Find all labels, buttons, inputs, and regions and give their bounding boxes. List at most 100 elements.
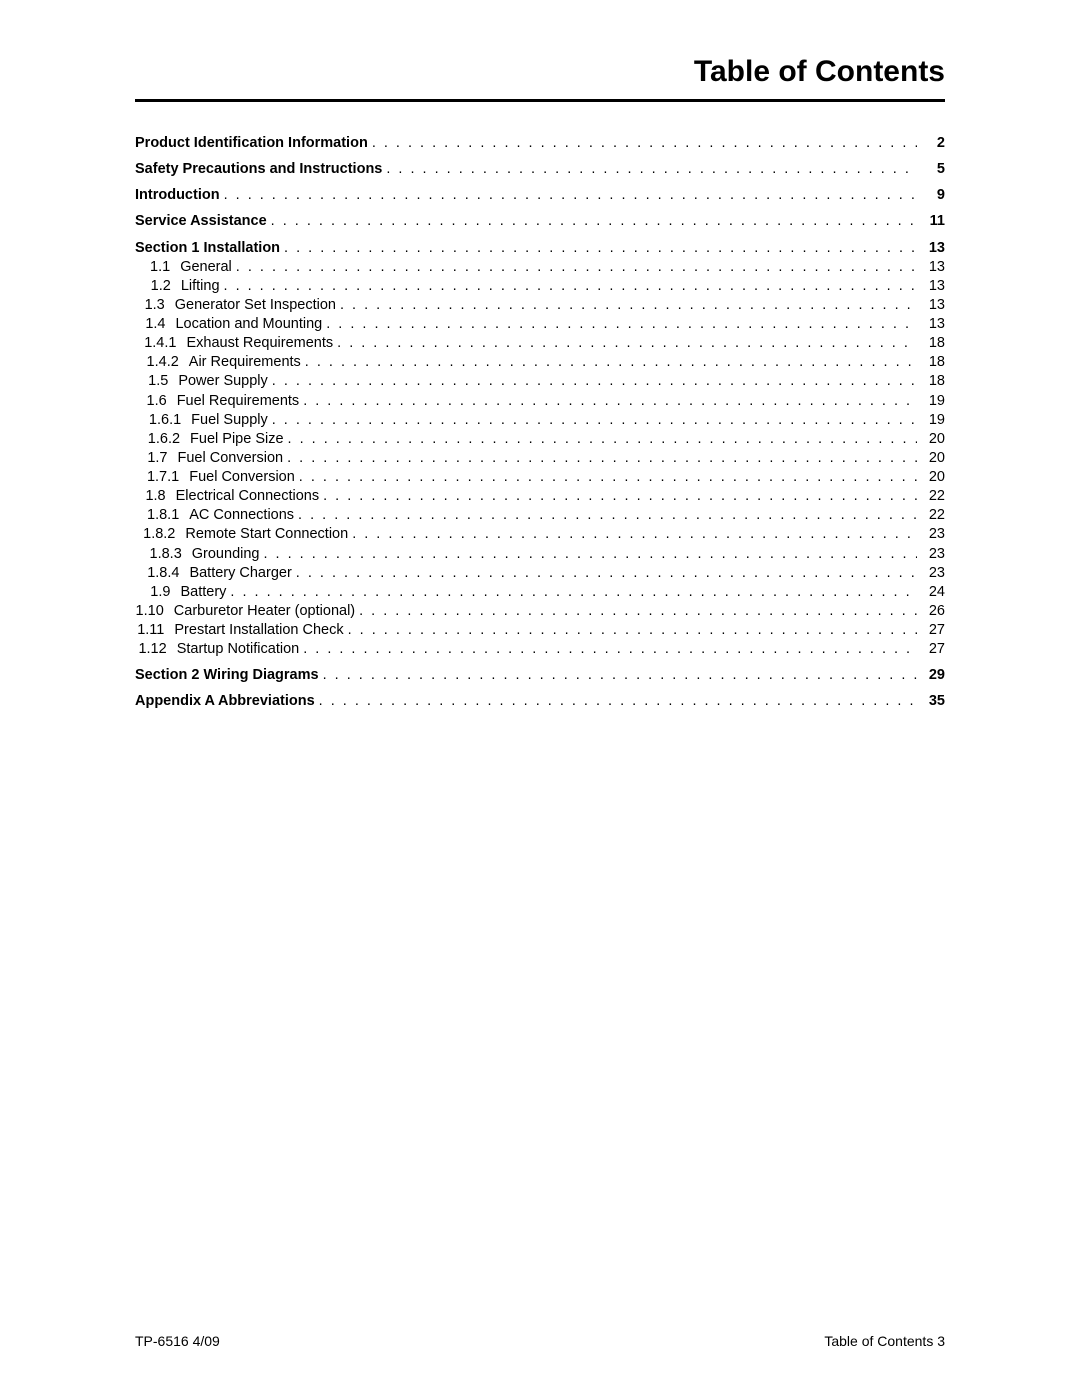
toc-entry: 1.8.1AC Connections22 xyxy=(135,506,945,525)
toc-entry-page: 18 xyxy=(917,372,945,391)
toc-entry-page: 13 xyxy=(917,277,945,296)
toc-entry-label: Grounding xyxy=(192,545,260,564)
toc-entry-label: Battery Charger xyxy=(189,564,291,583)
toc-entry: 1.3Generator Set Inspection 13 xyxy=(135,296,945,315)
toc-entry-number: 1.4.2 xyxy=(135,353,189,372)
toc-leader-dots xyxy=(301,353,917,372)
toc-entry: 1.6Fuel Requirements19 xyxy=(135,392,945,411)
toc-entry-label: Prestart Installation Check xyxy=(174,621,343,640)
toc-entry: 1.1General13 xyxy=(135,258,945,277)
toc-leader-dots xyxy=(336,296,917,315)
toc-leader-dots xyxy=(344,621,917,640)
toc-entry: 1.7.1Fuel Conversion20 xyxy=(135,468,945,487)
toc-leader-dots xyxy=(259,545,917,564)
toc-entry-number: 1.6.1 xyxy=(135,411,191,430)
toc-entry: Appendix A Abbreviations35 xyxy=(135,692,945,711)
toc-entry-label: Introduction xyxy=(135,186,220,205)
toc-entry-page: 5 xyxy=(917,160,945,179)
table-of-contents: Product Identification Information2Safet… xyxy=(135,134,945,712)
toc-leader-dots xyxy=(283,449,917,468)
footer-right: Table of Contents 3 xyxy=(824,1333,945,1349)
toc-entry: 1.5Power Supply 18 xyxy=(135,372,945,391)
page-footer: TP-6516 4/09 Table of Contents 3 xyxy=(135,1333,945,1349)
toc-entry-page: 2 xyxy=(917,134,945,153)
toc-entry-number: 1.3 xyxy=(135,296,175,315)
toc-entry: Section 1 Installation 13 xyxy=(135,239,945,258)
toc-entry: Product Identification Information 2 xyxy=(135,134,945,153)
toc-leader-dots xyxy=(220,186,917,205)
toc-entry-page: 13 xyxy=(917,258,945,277)
toc-entry: 1.2Lifting13 xyxy=(135,277,945,296)
toc-entry-label: Location and Mounting xyxy=(175,315,322,334)
toc-entry-number: 1.8.1 xyxy=(135,506,189,525)
toc-entry: 1.4.1Exhaust Requirements18 xyxy=(135,334,945,353)
toc-leader-dots xyxy=(226,583,917,602)
toc-entry-number: 1.9 xyxy=(135,583,180,602)
toc-entry-label: Startup Notification xyxy=(177,640,300,659)
toc-leader-dots xyxy=(299,392,917,411)
toc-entry-page: 23 xyxy=(917,545,945,564)
toc-entry: Introduction9 xyxy=(135,186,945,205)
page: Table of Contents Product Identification… xyxy=(0,0,1080,712)
toc-leader-dots xyxy=(319,666,917,685)
toc-leader-dots xyxy=(319,487,917,506)
toc-entry-label: Fuel Conversion xyxy=(178,449,284,468)
title-rule xyxy=(135,99,945,102)
toc-entry-label: Lifting xyxy=(181,277,220,296)
toc-leader-dots xyxy=(267,212,917,231)
toc-entry-number: 1.8.2 xyxy=(135,525,185,544)
toc-entry-page: 19 xyxy=(917,411,945,430)
toc-leader-dots xyxy=(284,430,917,449)
toc-entry-label: Fuel Pipe Size xyxy=(190,430,284,449)
toc-entry: 1.12Startup Notification 27 xyxy=(135,640,945,659)
toc-entry-page: 26 xyxy=(917,602,945,621)
toc-entry-number: 1.12 xyxy=(135,640,177,659)
toc-entry: 1.8Electrical Connections22 xyxy=(135,487,945,506)
toc-leader-dots xyxy=(268,411,917,430)
toc-entry-page: 23 xyxy=(917,564,945,583)
toc-entry-number: 1.5 xyxy=(135,372,178,391)
toc-leader-dots xyxy=(322,315,917,334)
toc-entry-page: 18 xyxy=(917,353,945,372)
toc-leader-dots xyxy=(315,692,917,711)
toc-entry-label: Fuel Conversion xyxy=(189,468,295,487)
toc-entry-page: 11 xyxy=(917,212,945,231)
toc-entry-page: 29 xyxy=(917,666,945,685)
toc-leader-dots xyxy=(355,602,917,621)
toc-entry-page: 13 xyxy=(917,239,945,258)
toc-entry-label: Exhaust Requirements xyxy=(186,334,333,353)
toc-leader-dots xyxy=(333,334,917,353)
toc-entry: 1.9Battery24 xyxy=(135,583,945,602)
toc-leader-dots xyxy=(220,277,917,296)
toc-entry-label: Product Identification Information xyxy=(135,134,368,153)
toc-entry-number: 1.6.2 xyxy=(135,430,190,449)
toc-entry-label: Fuel Supply xyxy=(191,411,268,430)
toc-entry: 1.11Prestart Installation Check27 xyxy=(135,621,945,640)
toc-entry-number: 1.8 xyxy=(135,487,176,506)
toc-entry-page: 27 xyxy=(917,640,945,659)
toc-entry-label: Generator Set Inspection xyxy=(175,296,336,315)
toc-entry-page: 13 xyxy=(917,296,945,315)
toc-leader-dots xyxy=(295,468,917,487)
toc-leader-dots xyxy=(232,258,917,277)
toc-entry-label: AC Connections xyxy=(189,506,294,525)
toc-entry-page: 24 xyxy=(917,583,945,602)
toc-entry-number: 1.4.1 xyxy=(135,334,186,353)
toc-entry-number: 1.4 xyxy=(135,315,175,334)
toc-entry-number: 1.8.3 xyxy=(135,545,192,564)
toc-entry-label: Section 1 Installation xyxy=(135,239,280,258)
toc-leader-dots xyxy=(294,506,917,525)
toc-entry-number: 1.8.4 xyxy=(135,564,189,583)
toc-entry: 1.6.2Fuel Pipe Size20 xyxy=(135,430,945,449)
toc-entry-label: Carburetor Heater (optional) xyxy=(174,602,355,621)
toc-entry-label: Section 2 Wiring Diagrams xyxy=(135,666,319,685)
toc-entry-number: 1.7.1 xyxy=(135,468,189,487)
toc-leader-dots xyxy=(299,640,917,659)
toc-entry: 1.8.3Grounding 23 xyxy=(135,545,945,564)
page-title: Table of Contents xyxy=(135,55,945,89)
toc-leader-dots xyxy=(382,160,917,179)
toc-entry-label: Power Supply xyxy=(178,372,267,391)
toc-entry: 1.7Fuel Conversion20 xyxy=(135,449,945,468)
toc-entry-page: 20 xyxy=(917,449,945,468)
toc-entry-number: 1.6 xyxy=(135,392,177,411)
